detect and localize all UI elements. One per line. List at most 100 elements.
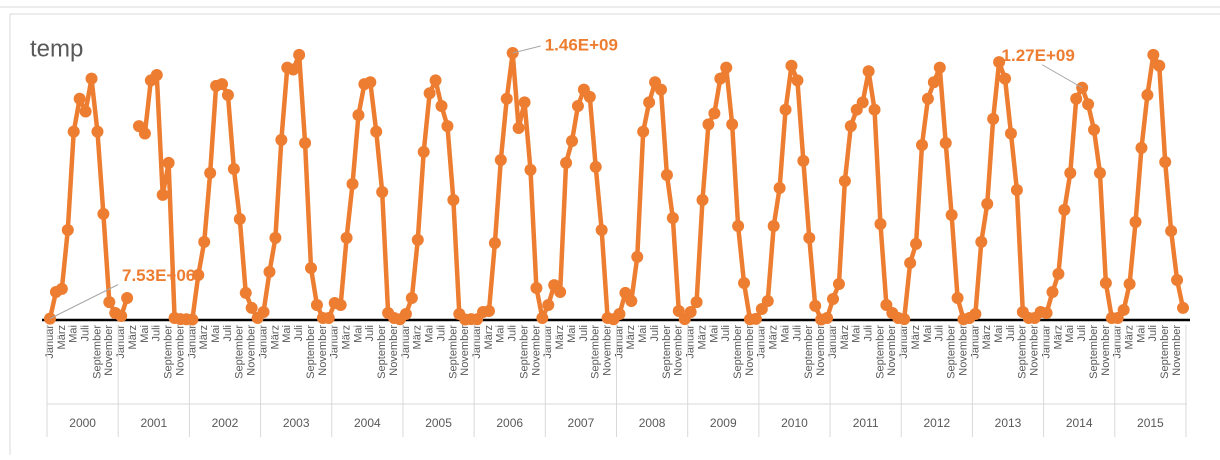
leader-line [1041,64,1083,89]
data-point [287,63,300,76]
data-point [993,56,1006,69]
data-point [1046,286,1059,299]
x-tick-label: März [696,325,708,349]
x-tick-label: Juli [1005,325,1017,342]
x-tick-label: September [163,325,175,379]
x-tick-label: September [732,325,744,379]
data-point [726,118,739,131]
x-tick-label: März [554,325,566,349]
data-point [1153,59,1166,72]
x-tick-label: Juli [435,325,447,342]
data-point [571,100,584,113]
x-tick-label: Juli [79,325,91,342]
data-point [417,145,430,158]
x-tick-label: März [269,325,281,349]
x-tick-label: September [661,325,673,379]
x-tick-label: September [946,325,958,379]
data-point [767,220,780,233]
data-point [97,207,110,220]
x-tick-label: November [388,325,400,376]
data-point [838,175,851,188]
x-tick-label: Mai [281,325,293,343]
group-label: 2003 [283,416,310,430]
group-label: 2005 [425,416,452,430]
x-tick-label: November [174,325,186,376]
x-tick-label: Juli [151,325,163,342]
data-point [447,194,460,207]
x-tick-label: September [1159,325,1171,379]
data-point [1082,98,1095,111]
x-tick-label: Januar [542,325,554,359]
x-tick-label: September [376,325,388,379]
data-point [1004,127,1017,140]
data-point [429,74,442,87]
data-point [868,103,881,116]
x-tick-label: Mai [922,325,934,343]
data-point [518,96,531,109]
data-point [927,76,940,89]
data-point [987,112,1000,125]
data-point [945,209,958,222]
data-point [216,78,229,91]
leader-line [49,284,119,320]
data-point [441,120,454,133]
data-point [1147,48,1160,61]
data-point [761,294,774,307]
data-point [263,265,276,278]
x-tick-label: Mai [210,325,222,343]
x-tick-label: Mai [495,325,507,343]
x-tick-label: Januar [756,325,768,359]
x-tick-label: Juli [791,325,803,342]
data-point [631,250,644,263]
data-point [625,294,638,307]
data-point [1070,92,1083,105]
data-point [512,121,525,134]
group-label: 2013 [995,416,1022,430]
data-point [898,313,911,326]
data-point [399,307,412,320]
data-point [666,211,679,224]
x-tick-label: Mai [68,325,80,343]
x-tick-label: März [839,325,851,349]
data-point [299,136,312,149]
x-tick-label: März [1124,325,1136,349]
data-point [1123,277,1136,290]
x-tick-label: Januar [471,325,483,359]
group-label: 2004 [354,416,381,430]
x-tick-label: März [625,325,637,349]
data-point [821,311,834,324]
data-point [435,100,448,113]
data-point [827,292,840,305]
data-point [1040,307,1053,320]
data-point [198,235,211,248]
data-point [227,162,240,175]
data-point [500,92,513,105]
data-point [186,313,199,326]
group-label: 2000 [69,416,96,430]
data-point [1159,155,1172,168]
data-point [115,309,128,322]
leader-line [512,45,541,54]
data-point [832,277,845,290]
data-point [269,231,282,244]
x-tick-label: September [234,325,246,379]
data-point [613,307,626,320]
data-point [981,197,994,210]
x-tick-label: November [744,325,756,376]
group-label: 2001 [140,416,167,430]
data-point [637,125,650,138]
data-point [791,74,804,87]
data-point [643,96,656,109]
group-label: 2007 [568,416,595,430]
data-label: 1.46E+09 [545,35,618,54]
data-point [79,105,92,118]
data-point [874,217,887,230]
data-point [364,76,377,89]
data-point [322,311,335,324]
data-point [423,87,436,100]
data-point [1117,303,1130,316]
data-point [560,156,573,169]
data-point [654,83,667,96]
x-tick-label: Juli [1076,325,1088,342]
